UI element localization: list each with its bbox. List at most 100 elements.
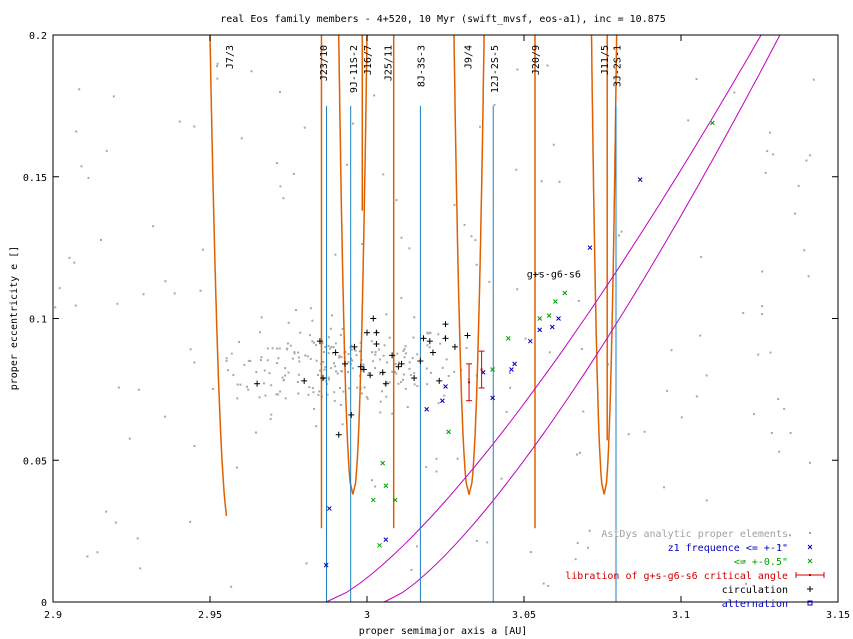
background-point [379,400,382,403]
background-point [778,450,781,453]
background-point [402,350,405,353]
data-point-plus [332,349,339,356]
background-point [193,125,196,128]
data-point-x [443,384,448,389]
background-point [789,432,792,435]
background-point [456,457,459,460]
background-point [475,539,478,542]
background-point [354,349,357,352]
y-tick-label: 0.1 [29,315,47,326]
background-point [294,309,297,312]
resonance-label: J16/7 [363,45,374,75]
background-point [753,413,756,416]
background-point [297,356,300,359]
background-point [371,351,374,354]
background-point [363,386,366,389]
background-point [279,185,282,188]
data-point-x [370,497,376,503]
legend-marker [807,544,813,550]
data-point-plus [464,332,471,339]
background-point [395,199,398,202]
background-point [552,143,555,146]
background-point [766,150,769,153]
background-point [239,383,242,386]
background-point [388,336,391,339]
background-point [304,354,307,357]
background-point [385,361,388,364]
background-point [381,390,384,393]
background-point [116,302,119,305]
background-point [413,316,416,319]
background-point [415,545,418,548]
background-point [479,125,482,128]
data-point-plus [254,380,261,387]
x-tick-label: 3.1 [672,610,690,621]
background-point [396,352,399,355]
background-point [247,359,250,362]
background-point [215,65,218,68]
background-point [362,364,365,367]
background-point [404,345,407,348]
background-point [400,236,403,239]
background-point [529,551,532,554]
background-point [236,397,239,400]
background-point [276,162,279,165]
background-point [373,94,376,97]
background-point [397,361,400,364]
background-point [413,383,416,386]
background-point [282,197,285,200]
background-point [225,357,228,360]
background-point [327,345,330,348]
background-point [327,352,330,355]
background-point [516,288,519,291]
background-point [240,137,243,140]
background-point [397,382,400,385]
background-point [269,418,272,421]
background-point [404,387,407,390]
data-point-plus [426,338,433,345]
x-tick-label: 3.05 [512,610,536,621]
background-point [761,270,764,273]
background-point [311,340,314,343]
background-point [743,559,746,562]
resonance-curve [453,34,485,496]
background-point [587,546,590,549]
background-point [342,390,345,393]
background-point [582,410,585,413]
background-point [303,126,306,129]
background-point [311,387,314,390]
data-point-plus [442,335,449,342]
y-tick-label: 0 [41,598,47,609]
background-point [360,369,363,372]
legend-label: <= +-0.5" [734,557,788,568]
background-point [335,370,338,373]
background-point [370,479,373,482]
background-point [309,358,312,361]
background-point [406,405,409,408]
legend-label: circulation [722,585,788,596]
background-point [193,444,196,447]
background-point [225,359,228,362]
data-point-x [556,316,561,321]
background-point [515,168,518,171]
background-point [666,389,669,392]
data-point-x [562,290,568,296]
background-point [788,534,791,537]
background-point [277,357,280,360]
background-point [318,390,321,393]
y-axis-label: proper eccentricity e [] [9,246,20,391]
background-point [281,376,284,379]
background-point [403,348,406,351]
background-point [232,374,235,377]
background-point [374,485,377,488]
background-point [189,520,192,523]
background-point [346,371,349,374]
data-point-x [512,361,517,367]
background-point [350,348,353,351]
background-point [379,411,382,414]
legend-marker [807,586,813,592]
background-point [287,321,290,324]
background-point [315,343,318,346]
data-point-x [490,367,495,372]
background-point [334,253,337,256]
